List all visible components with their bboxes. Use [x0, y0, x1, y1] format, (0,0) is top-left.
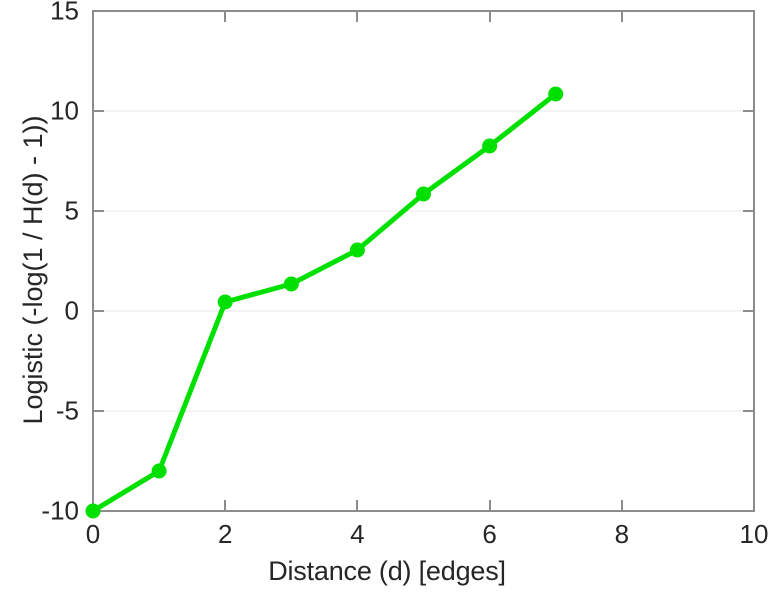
plot-background	[93, 11, 754, 511]
x-tick-label: 4	[350, 519, 365, 549]
data-point	[283, 276, 299, 292]
y-tick-label: 10	[50, 95, 79, 126]
x-tick-label: 2	[217, 519, 233, 549]
x-tick-label: 10	[739, 519, 769, 549]
y-axis-ticks	[93, 110, 754, 412]
data-point	[482, 138, 498, 154]
y-tick-label: 5	[64, 195, 79, 226]
x-tick-label: 0	[85, 519, 101, 549]
data-point	[548, 86, 564, 102]
x-tick-label: 6	[482, 519, 497, 549]
x-tick-label: 8	[614, 519, 630, 549]
data-series-markers	[85, 86, 564, 519]
y-tick-label: -10	[41, 495, 79, 526]
x-axis-label: Distance (d) [edges]	[268, 556, 506, 586]
data-point	[416, 186, 431, 202]
data-point	[85, 503, 101, 519]
data-series-line	[90, 91, 559, 514]
data-point	[217, 294, 233, 310]
y-tick-label: -5	[55, 395, 79, 426]
x-axis-ticks	[224, 11, 623, 511]
y-tick-label: 15	[50, 0, 79, 26]
gridlines	[93, 110, 754, 412]
axes-box	[92, 10, 755, 512]
data-point	[151, 463, 167, 479]
data-point	[349, 242, 365, 258]
y-tick-label: 0	[64, 295, 79, 326]
